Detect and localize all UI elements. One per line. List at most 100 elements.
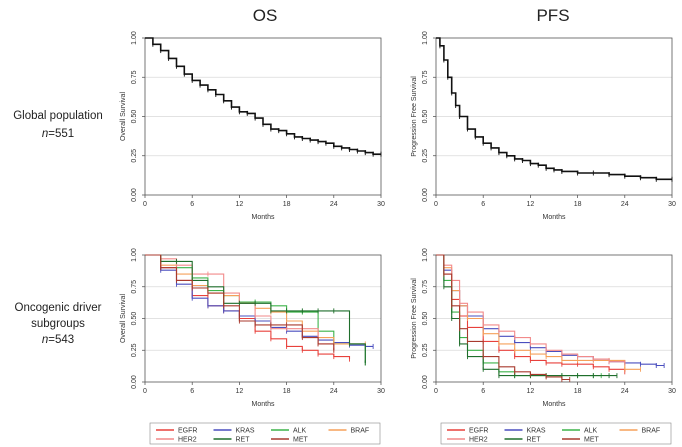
y-axis-label: Progression Free Survival: [411, 76, 418, 157]
x-tick-label: 24: [330, 201, 338, 208]
y-tick-label: 0.25: [131, 343, 138, 357]
y-tick-label: 0.75: [131, 70, 138, 84]
y-tick-label: 0.25: [131, 149, 138, 163]
x-tick-label: 18: [574, 201, 582, 208]
legend-label: HER2: [469, 437, 488, 444]
legend-item-braf: BRAF: [619, 428, 660, 435]
legend-label: RET: [527, 437, 542, 444]
y-tick-label: 0.00: [131, 188, 138, 202]
x-tick-label: 24: [621, 388, 629, 395]
x-tick-label: 30: [668, 201, 676, 208]
legend-item-her2: HER2: [156, 437, 197, 444]
y-axis-label: Overall Survival: [120, 92, 127, 141]
row-label-driver-n-prefix: n: [42, 334, 48, 346]
x-tick-label: 18: [283, 201, 291, 208]
x-tick-label: 24: [330, 388, 338, 395]
legend-label: KRAS: [527, 428, 546, 435]
legend-item-alk: ALK: [271, 428, 307, 435]
series-global: [145, 37, 382, 157]
legend-item-ret: RET: [504, 437, 542, 444]
series-met: [436, 254, 571, 382]
series-line-ret: [145, 254, 366, 363]
row-label-global-n-prefix: n: [42, 128, 48, 140]
plot-frame: [435, 254, 673, 383]
y-tick-label: 0.50: [131, 312, 138, 326]
legend-label: EGFR: [178, 428, 197, 435]
x-tick-label: 12: [527, 388, 535, 395]
row-label-driver-n: n=543: [42, 334, 74, 346]
x-tick-label: 18: [574, 388, 582, 395]
legend-item-met: MET: [271, 437, 309, 444]
x-tick-label: 6: [481, 201, 485, 208]
legend-label: ALK: [293, 428, 307, 435]
legend-item-her2: HER2: [447, 437, 488, 444]
legend-item-kras: KRAS: [213, 428, 255, 435]
series-line-ret: [436, 254, 617, 377]
y-tick-label: 0.25: [422, 343, 429, 357]
series-global: [436, 37, 673, 182]
plot-frame: [144, 254, 382, 383]
x-axis-label: Months: [252, 214, 275, 221]
x-tick-label: 6: [481, 388, 485, 395]
y-tick-label: 0.75: [131, 280, 138, 294]
series-met: [145, 254, 335, 353]
legend-label: MET: [584, 437, 600, 444]
x-axis-label: Months: [543, 214, 566, 221]
series-egfr: [145, 254, 351, 362]
series-line-global: [145, 37, 381, 155]
series-braf: [436, 254, 641, 372]
legend-label: MET: [293, 437, 309, 444]
x-tick-label: 0: [434, 388, 438, 395]
plot-frame: [144, 37, 382, 196]
chart-panels: 0.00 0.25 0.50 0.75 1.00 0 6 12 18 24 30 Months Over…: [120, 31, 676, 445]
row-label-driver-n-value: =543: [48, 334, 74, 346]
x-tick-label: 12: [236, 388, 244, 395]
chart-pfs_global: 0.00 0.25 0.50 0.75 1.00 0 6 12 18 24 30 Months Prog…: [411, 31, 676, 221]
chart-os_global: 0.00 0.25 0.50 0.75 1.00 0 6 12 18 24 30 Months Over…: [120, 31, 385, 221]
row-label-driver: Oncogenic driver: [15, 302, 102, 314]
y-tick-label: 1.00: [131, 248, 138, 262]
row-label-driver-line2: subgroups: [31, 318, 85, 330]
legend-label: KRAS: [236, 428, 255, 435]
x-tick-label: 6: [190, 201, 194, 208]
x-tick-label: 12: [527, 201, 535, 208]
y-tick-label: 0.50: [422, 312, 429, 326]
x-tick-label: 30: [668, 388, 676, 395]
legend-item-alk: ALK: [562, 428, 598, 435]
y-tick-label: 0.00: [422, 375, 429, 389]
series-line-alk: [145, 254, 366, 363]
x-tick-label: 12: [236, 201, 244, 208]
row-label-global-n: n=551: [42, 128, 74, 140]
column-header-pfs: PFS: [536, 6, 569, 25]
series-kras: [436, 254, 665, 368]
row-label-global-n-value: =551: [48, 128, 74, 140]
y-tick-label: 1.00: [422, 248, 429, 262]
legend-label: HER2: [178, 437, 197, 444]
column-header-os: OS: [253, 6, 278, 25]
y-tick-label: 0.00: [422, 188, 429, 202]
legend-box: [149, 422, 381, 445]
x-tick-label: 30: [377, 388, 385, 395]
legend-label: ALK: [584, 428, 598, 435]
plot-frame: [435, 37, 673, 196]
series-line-kras: [145, 254, 374, 347]
y-tick-label: 0.50: [422, 110, 429, 124]
y-tick-label: 1.00: [422, 31, 429, 45]
x-tick-label: 18: [283, 388, 291, 395]
x-tick-label: 6: [190, 388, 194, 395]
legend-label: EGFR: [469, 428, 488, 435]
chart-pfs_driver: 0.00 0.25 0.50 0.75 1.00 0 6 12 18 24 30 Months Prog…: [411, 248, 676, 445]
series-line-braf: [436, 254, 641, 370]
y-tick-label: 0.00: [131, 375, 138, 389]
y-tick-label: 0.75: [422, 70, 429, 84]
y-tick-label: 1.00: [131, 31, 138, 45]
series-line-met: [145, 254, 335, 351]
legend: EGFR KRAS ALK BRAF HER2 RET MET: [149, 422, 381, 445]
series-line-met: [436, 254, 570, 381]
legend-label: BRAF: [351, 428, 370, 435]
series-line-alk: [436, 254, 602, 377]
x-axis-label: Months: [543, 401, 566, 408]
legend-item-met: MET: [562, 437, 600, 444]
y-tick-label: 0.50: [131, 110, 138, 124]
